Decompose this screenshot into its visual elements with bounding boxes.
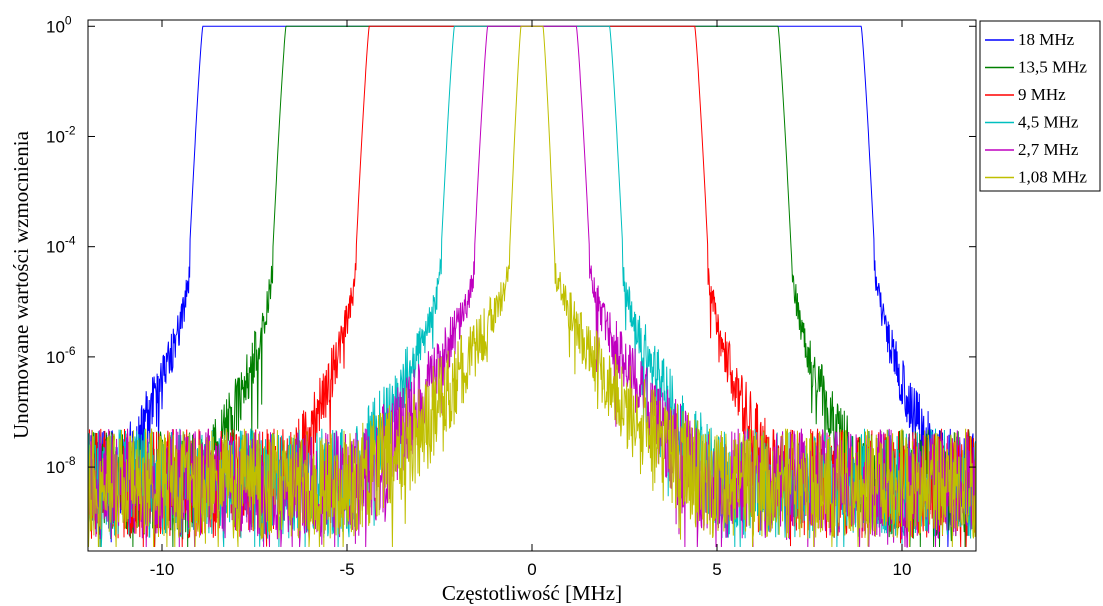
tick-layer: -10 -5 0 5 10 10-8 10-6 10-4 10-2 100 [46,13,976,579]
legend-label: 2,7 MHz [1018,140,1079,159]
legend: 18 MHz 13,5 MHz 9 MHz 4,5 MHz 2,7 MHz 1,08 MH… [979,20,1101,192]
legend-box [979,20,1101,192]
x-tick-label: 5 [712,560,721,579]
y-tick-label: 10-6 [46,344,76,367]
y-tick-label: 10-2 [46,123,76,146]
x-tick-label: -5 [339,560,354,579]
x-axis-label: Częstotliwość [MHz] [442,581,622,605]
x-tick-label: 10 [893,560,912,579]
x-tick-label: 0 [527,560,536,579]
legend-label: 9 MHz [1018,85,1066,104]
y-axis-label: Unormowane wartości wzmocnienia [9,130,33,439]
legend-label: 13,5 MHz [1018,58,1087,77]
y-tick-label: 10-8 [46,454,76,477]
y-tick-label: 10-4 [46,234,76,257]
x-tick-label: -10 [150,560,175,579]
y-tick-label: 100 [46,13,72,36]
legend-label: 1,08 MHz [1018,168,1087,187]
legend-label: 18 MHz [1018,30,1075,49]
legend-label: 4,5 MHz [1018,113,1079,132]
